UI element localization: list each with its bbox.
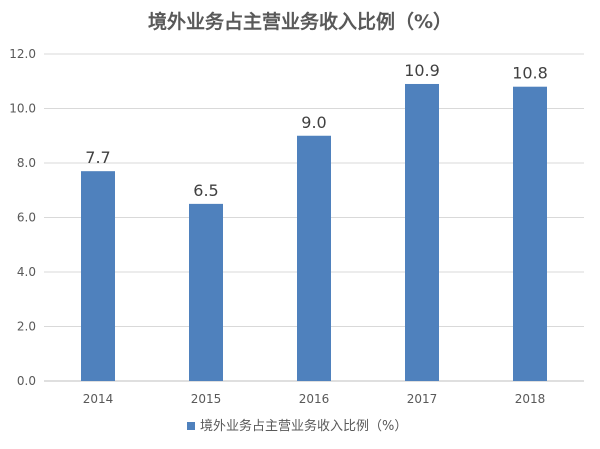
- x-tick-label: 2014: [83, 392, 114, 406]
- x-tick-label: 2018: [515, 392, 546, 406]
- chart-title: 境外业务占主营业务收入比例（%）: [148, 10, 452, 33]
- legend: 境外业务占主营业务收入比例（%）: [187, 418, 407, 434]
- data-labels: 7.7 6.5 9.0 10.9 10.8: [85, 61, 548, 200]
- data-label-2018: 10.8: [512, 64, 548, 83]
- legend-label: 境外业务占主营业务收入比例（%）: [200, 418, 407, 434]
- x-tick-label: 2016: [299, 392, 330, 406]
- x-axis: 2014 2015 2016 2017 2018: [83, 392, 546, 406]
- bar-2018: [513, 86, 547, 381]
- y-tick-label: 6.0: [17, 211, 36, 225]
- y-tick-label: 0.0: [17, 374, 36, 388]
- bar-2016: [297, 135, 331, 381]
- x-tick-label: 2015: [191, 392, 222, 406]
- y-tick-label: 4.0: [17, 265, 36, 279]
- y-tick-label: 2.0: [17, 320, 36, 334]
- bar-2017: [405, 83, 439, 381]
- y-tick-label: 10.0: [9, 102, 36, 116]
- bar-2014: [81, 171, 115, 381]
- data-label-2015: 6.5: [193, 181, 218, 200]
- y-tick-label: 12.0: [9, 47, 36, 61]
- data-label-2017: 10.9: [404, 61, 440, 80]
- data-label-2016: 9.0: [301, 113, 326, 132]
- y-tick-label: 8.0: [17, 156, 36, 170]
- bar-2015: [189, 203, 223, 381]
- x-tick-label: 2017: [407, 392, 438, 406]
- data-label-2014: 7.7: [85, 148, 110, 167]
- y-axis: 0.0 2.0 4.0 6.0 8.0 10.0 12.0: [9, 47, 36, 388]
- bars: [81, 83, 547, 381]
- legend-swatch: [187, 422, 195, 430]
